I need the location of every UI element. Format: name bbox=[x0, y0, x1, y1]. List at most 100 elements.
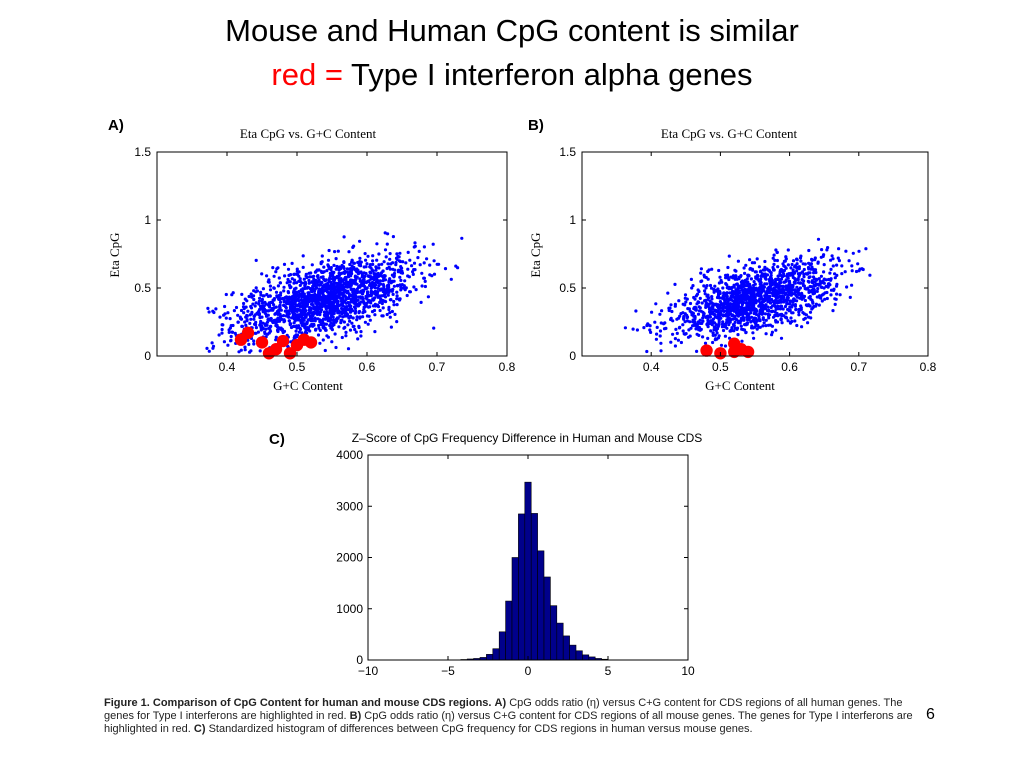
scatter-point bbox=[793, 288, 797, 292]
scatter-point bbox=[703, 341, 708, 345]
scatter-point bbox=[403, 288, 407, 292]
scatter-point bbox=[714, 326, 718, 330]
scatter-point bbox=[813, 268, 818, 272]
scatter-point bbox=[695, 322, 700, 327]
scatter-point bbox=[746, 281, 750, 286]
scatter-point bbox=[377, 263, 381, 267]
scatter-point bbox=[312, 277, 316, 281]
scatter-point bbox=[303, 303, 307, 307]
scatter-point bbox=[719, 303, 724, 307]
scatter-point bbox=[757, 315, 761, 319]
scatter-point bbox=[372, 272, 376, 276]
scatter-point bbox=[796, 272, 800, 276]
scatter-point bbox=[753, 288, 758, 292]
scatter-point bbox=[412, 285, 416, 289]
scatter-point bbox=[224, 316, 228, 320]
scatter-point bbox=[377, 266, 381, 270]
scatter-point bbox=[848, 295, 852, 299]
scatter-point bbox=[353, 311, 357, 315]
scatter-point bbox=[352, 287, 356, 291]
scatter-point bbox=[716, 316, 720, 320]
scatter-point bbox=[714, 323, 719, 327]
scatter-point bbox=[793, 265, 797, 269]
scatter-point bbox=[702, 312, 706, 316]
chart-title: Z–Score of CpG Frequency Difference in H… bbox=[352, 431, 703, 445]
scatter-point bbox=[868, 273, 872, 277]
scatter-point bbox=[822, 277, 826, 281]
scatter-point bbox=[388, 257, 392, 261]
scatter-point bbox=[758, 318, 762, 322]
scatter-point bbox=[394, 263, 398, 267]
scatter-point bbox=[279, 291, 283, 295]
scatter-point bbox=[355, 315, 359, 319]
scatter-point bbox=[357, 295, 361, 299]
scatter-point bbox=[819, 274, 823, 278]
scatter-point bbox=[675, 331, 679, 335]
scatter-point bbox=[739, 300, 743, 304]
scatter-point bbox=[371, 284, 375, 288]
scatter-point bbox=[744, 330, 748, 334]
scatter-point bbox=[395, 320, 399, 324]
scatter-point bbox=[418, 263, 422, 267]
highlight-point bbox=[241, 326, 255, 340]
scatter-point bbox=[345, 285, 349, 289]
scatter-point bbox=[816, 282, 820, 286]
scatter-point bbox=[730, 291, 734, 295]
scatter-point bbox=[711, 331, 715, 335]
scatter-point bbox=[327, 248, 331, 253]
scatter-point bbox=[383, 248, 388, 252]
scatter-point bbox=[802, 317, 806, 321]
scatter-point bbox=[398, 251, 402, 255]
scatter-point bbox=[723, 302, 727, 306]
scatter-point bbox=[338, 272, 342, 276]
scatter-point bbox=[762, 321, 766, 325]
scatter-point bbox=[317, 287, 322, 291]
scatter-point bbox=[399, 278, 403, 282]
scatter-point bbox=[428, 263, 432, 267]
scatter-point bbox=[330, 295, 334, 300]
scatter-point bbox=[305, 294, 310, 298]
scatter-point bbox=[851, 251, 855, 255]
scatter-point bbox=[368, 263, 372, 267]
scatter-point bbox=[727, 254, 731, 258]
scatter-point bbox=[732, 329, 736, 333]
scatter-point bbox=[343, 311, 347, 315]
scatter-point bbox=[308, 287, 313, 291]
scatter-point bbox=[763, 265, 767, 269]
scatter-point bbox=[788, 281, 792, 285]
scatter-point bbox=[733, 326, 737, 330]
scatter-point bbox=[779, 284, 783, 288]
scatter-point bbox=[399, 288, 403, 292]
title-red-word: red = bbox=[271, 57, 343, 92]
scatter-point bbox=[808, 310, 813, 314]
scatter-point bbox=[350, 321, 354, 325]
scatter-point bbox=[755, 257, 759, 261]
scatter-point bbox=[701, 335, 705, 339]
scatter-point bbox=[412, 261, 417, 265]
scatter-point bbox=[298, 302, 302, 306]
scatter-point bbox=[272, 303, 276, 307]
scatter-point bbox=[844, 249, 848, 253]
scatter-point bbox=[812, 288, 816, 292]
scatter-point bbox=[401, 260, 405, 264]
caption-c-text: Standardized histogram of differences be… bbox=[205, 723, 753, 736]
scatter-point bbox=[331, 308, 335, 312]
x-tick-label: 0.7 bbox=[429, 360, 446, 374]
scatter-point bbox=[387, 265, 391, 269]
scatter-point bbox=[345, 290, 350, 294]
scatter-point bbox=[425, 257, 429, 261]
scatter-chart-mouse: Eta CpG vs. G+C Content 0.4 0.5 0.6 0.7 0.80… bbox=[528, 126, 937, 393]
scatter-point bbox=[763, 312, 767, 316]
scatter-point bbox=[262, 304, 266, 308]
scatter-point bbox=[320, 280, 324, 285]
slide-title-line1: Mouse and Human CpG content is similar bbox=[225, 13, 799, 48]
y-tick-label: 1 bbox=[144, 213, 151, 227]
scatter-point bbox=[240, 324, 244, 328]
scatter-point bbox=[666, 291, 670, 295]
scatter-point bbox=[646, 323, 651, 327]
scatter-point bbox=[375, 258, 379, 262]
scatter-point bbox=[840, 264, 844, 268]
scatter-point bbox=[268, 294, 272, 298]
scatter-point bbox=[783, 259, 787, 263]
scatter-point bbox=[326, 263, 330, 267]
